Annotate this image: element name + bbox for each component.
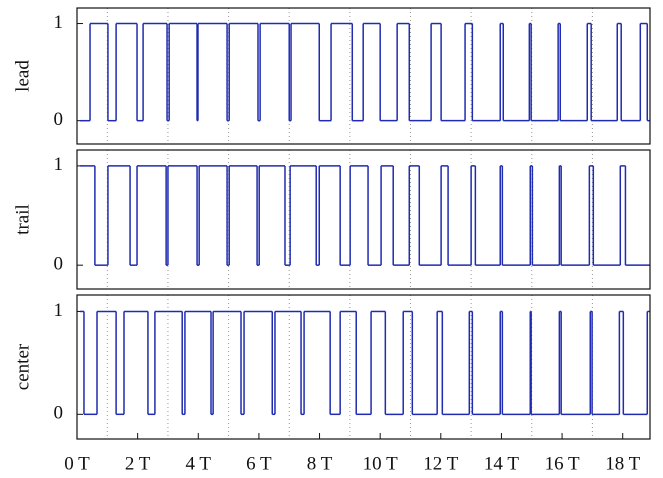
panel-frame bbox=[76, 7, 651, 145]
y-tick-label: 0 bbox=[54, 109, 64, 130]
y-tick-label: 1 bbox=[54, 12, 64, 33]
y-tick-label: 0 bbox=[54, 254, 64, 275]
x-tick-label: 18 T bbox=[605, 453, 640, 474]
y-axis-label: lead bbox=[12, 60, 33, 92]
x-tick-label: 10 T bbox=[363, 453, 398, 474]
x-tick-label: 2 T bbox=[125, 453, 151, 474]
x-tick-label: 4 T bbox=[186, 453, 212, 474]
panel-frame bbox=[76, 149, 651, 290]
x-tick-label: 8 T bbox=[307, 453, 333, 474]
y-axis-label: trail bbox=[12, 204, 33, 235]
y-tick-label: 0 bbox=[54, 403, 64, 424]
y-axis-label: center bbox=[12, 343, 33, 390]
y-tick-label: 1 bbox=[54, 300, 64, 321]
x-tick-label: 14 T bbox=[484, 453, 519, 474]
x-tick-label: 6 T bbox=[246, 453, 272, 474]
y-tick-label: 1 bbox=[54, 154, 64, 175]
panel-frame bbox=[76, 294, 651, 440]
x-tick-label: 12 T bbox=[423, 453, 458, 474]
x-tick-label: 16 T bbox=[545, 453, 580, 474]
x-tick-label: 0 T bbox=[64, 453, 90, 474]
